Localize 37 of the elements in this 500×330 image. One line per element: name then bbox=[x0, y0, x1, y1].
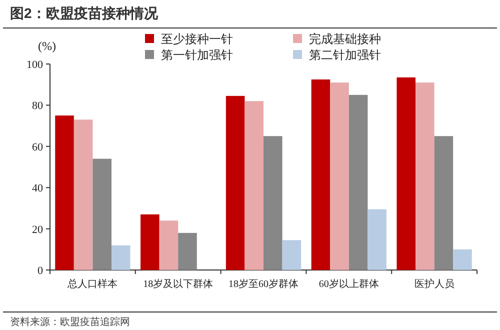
bar bbox=[178, 232, 197, 270]
bar bbox=[226, 96, 245, 270]
text: 资料来源：欧盟疫苗追踪网 bbox=[10, 316, 130, 328]
bar bbox=[159, 220, 178, 270]
legend-label: 至少接种一针 bbox=[161, 32, 233, 46]
x-tick-label: 医护人员 bbox=[414, 278, 454, 290]
legend-label: 完成基础接种 bbox=[309, 32, 381, 46]
bar bbox=[264, 136, 282, 270]
bar bbox=[453, 249, 472, 270]
chart-title: 图2：欧盟疫苗接种情况 bbox=[10, 5, 159, 21]
bar bbox=[244, 101, 264, 270]
y-tick-label: 20 bbox=[32, 224, 44, 236]
bar bbox=[396, 77, 416, 270]
y-tick-label: 40 bbox=[32, 182, 44, 195]
y-tick-label: 0 bbox=[38, 265, 44, 277]
bar bbox=[92, 158, 112, 270]
y-tick-label: 100 bbox=[26, 59, 44, 71]
bar bbox=[140, 214, 160, 270]
legend-label: 第二针加强针 bbox=[309, 48, 381, 62]
x-tick-label: 总人口样本 bbox=[66, 278, 118, 290]
bar bbox=[416, 82, 434, 270]
y-tick-label: 80 bbox=[32, 100, 44, 112]
bar bbox=[74, 120, 93, 270]
y-tick-label: 60 bbox=[32, 141, 44, 154]
bar bbox=[111, 245, 130, 270]
bar bbox=[348, 94, 368, 270]
bar bbox=[311, 79, 330, 270]
bar bbox=[282, 240, 302, 270]
legend-label: 第一针加强针 bbox=[161, 48, 233, 62]
bar bbox=[55, 116, 74, 270]
bar bbox=[434, 136, 454, 270]
x-tick-label: 18岁至60岁群体 bbox=[228, 278, 298, 290]
y-axis-title: (%) bbox=[38, 39, 56, 53]
x-tick-label: 60岁以上群体 bbox=[318, 278, 379, 290]
bar bbox=[368, 209, 386, 270]
bar bbox=[330, 82, 349, 270]
x-tick-label: 18岁及以下群体 bbox=[143, 278, 214, 290]
